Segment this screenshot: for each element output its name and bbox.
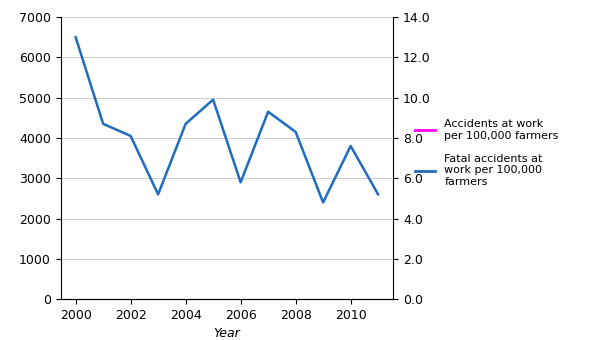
X-axis label: Year: Year	[214, 327, 240, 340]
Legend: Accidents at work
per 100,000 farmers, Fatal accidents at
work per 100,000
farme: Accidents at work per 100,000 farmers, F…	[411, 115, 563, 191]
